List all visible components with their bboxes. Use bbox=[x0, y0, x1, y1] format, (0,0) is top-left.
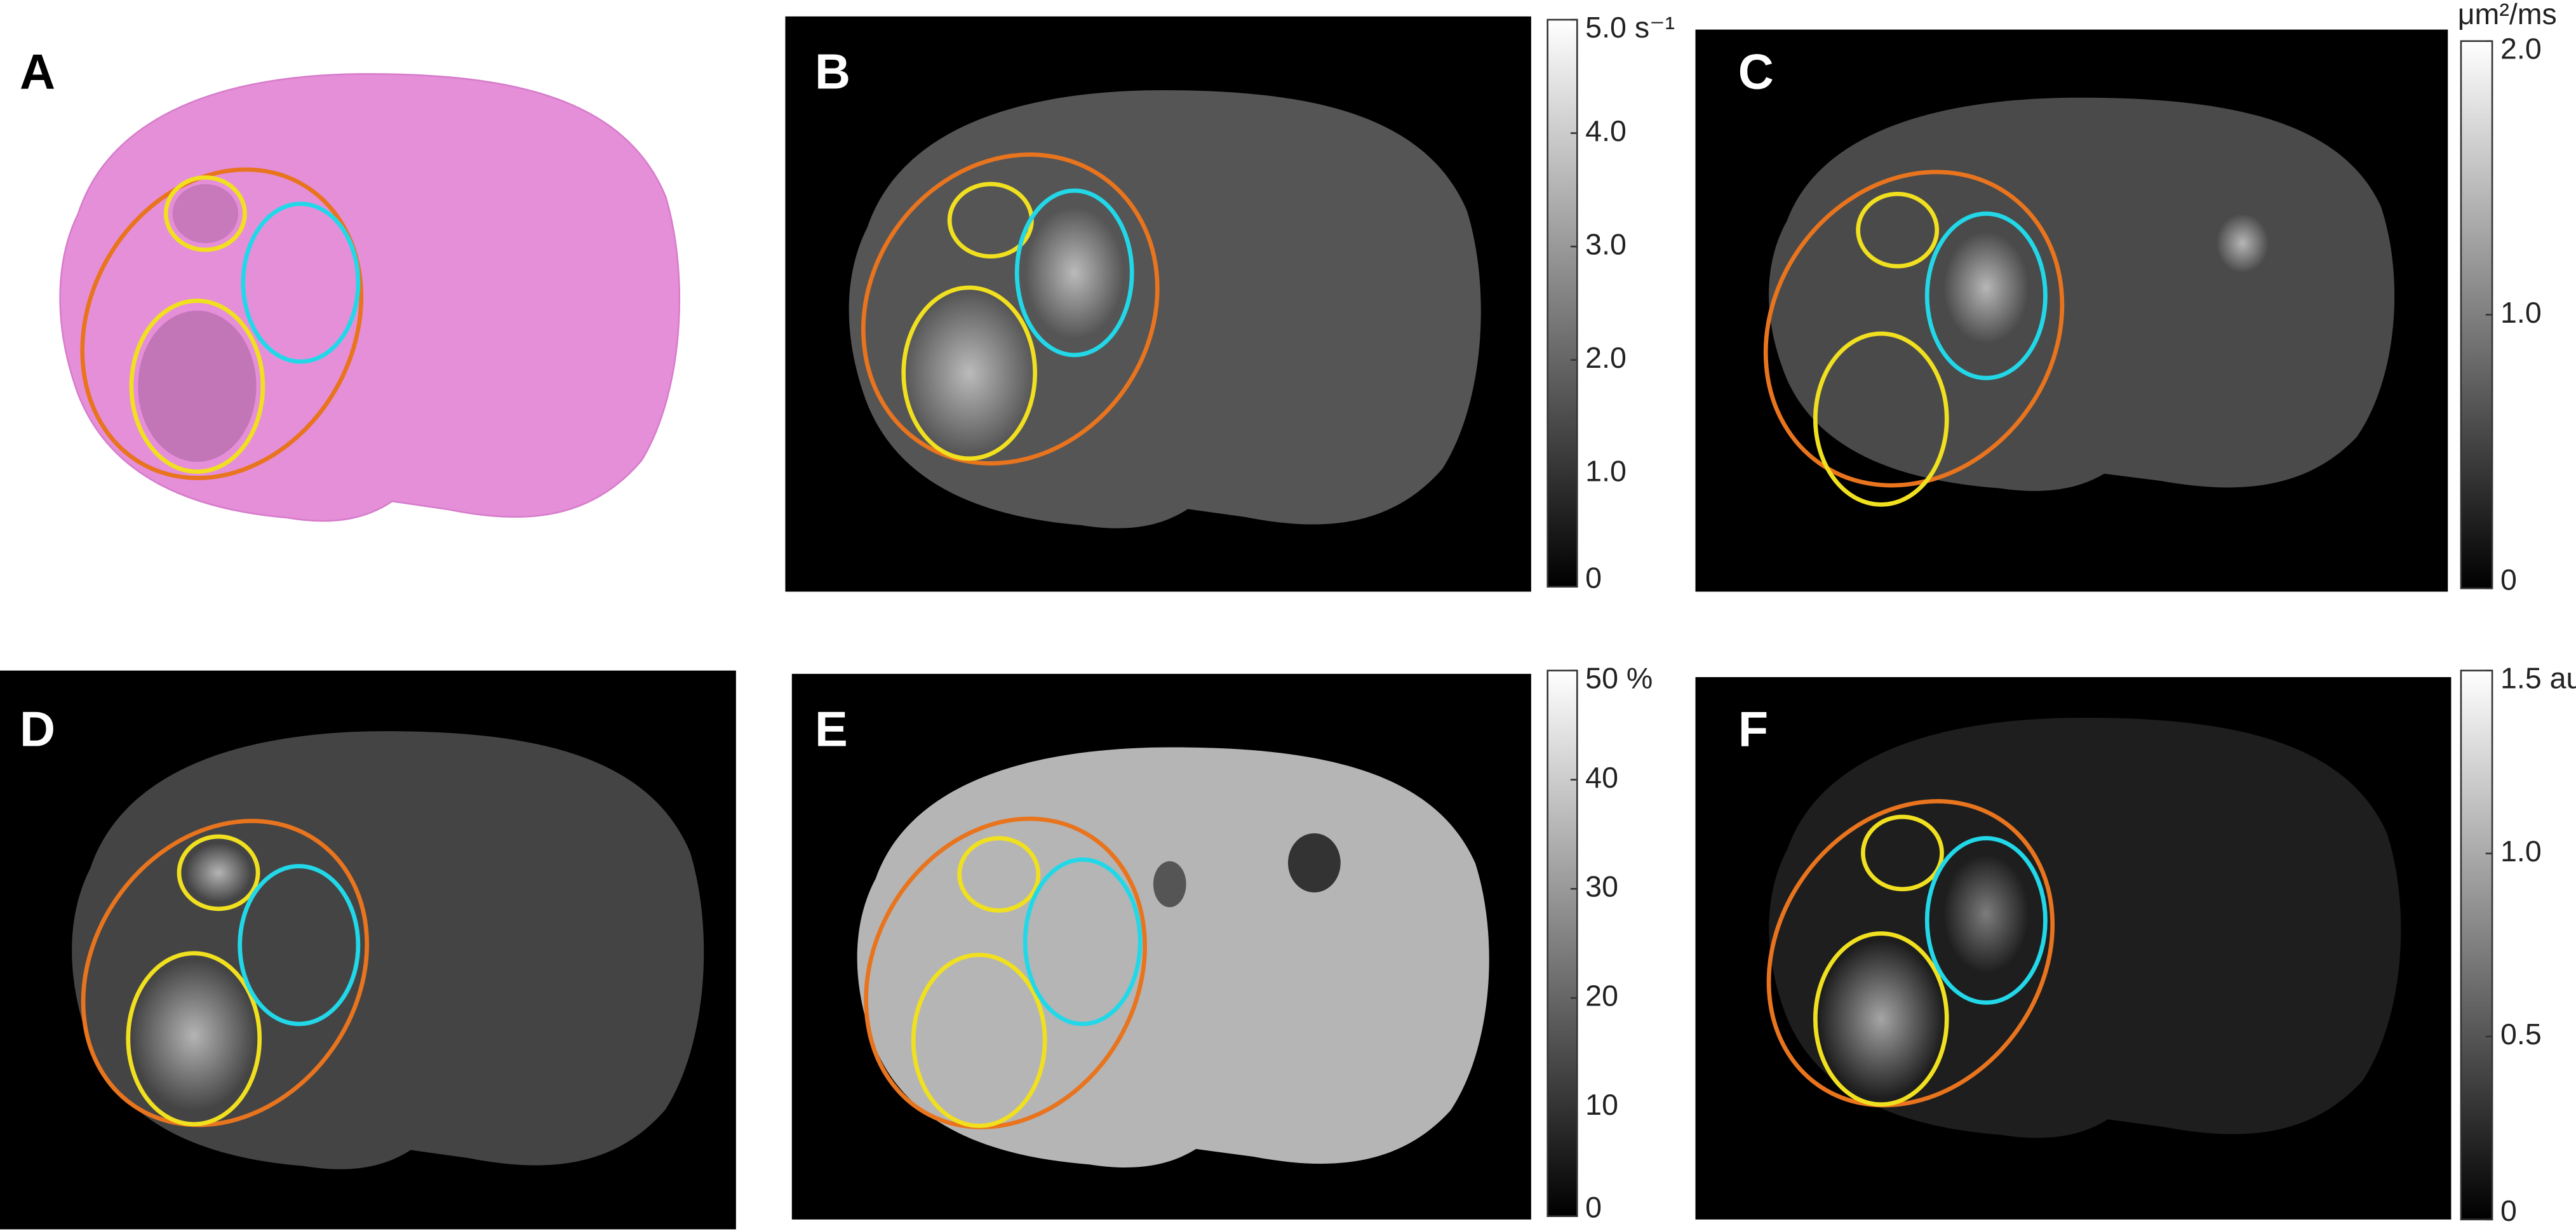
roi-ellipse bbox=[861, 152, 1160, 466]
panel-d: D bbox=[0, 670, 736, 1230]
roi-ellipse bbox=[1014, 188, 1134, 358]
intensity bbox=[1943, 854, 2029, 973]
panel-label: E bbox=[815, 702, 848, 757]
tumor-region bbox=[138, 311, 257, 462]
colorbar-tick-label: 3.0 bbox=[1585, 227, 1627, 260]
histology-image bbox=[59, 73, 681, 522]
brain-map bbox=[1769, 97, 2395, 491]
panel-f: F bbox=[1695, 677, 2452, 1220]
roi-ellipse bbox=[241, 201, 361, 364]
intensity bbox=[2216, 213, 2269, 273]
roi-ellipse bbox=[177, 834, 260, 911]
brain-map bbox=[857, 747, 1489, 1167]
intensity bbox=[1153, 861, 1186, 908]
panel-c: C μm²/ms bbox=[1695, 0, 2557, 592]
colorbar-tick-label: 1.0 bbox=[2500, 835, 2542, 868]
colorbar-tick-label: 0.5 bbox=[2500, 1018, 2542, 1051]
roi-ellipse bbox=[1924, 212, 2048, 380]
colorbar-tick-label: 30 bbox=[1585, 870, 1618, 903]
intensity bbox=[131, 960, 257, 1112]
colorbar-tick-label: 50 % bbox=[1585, 661, 1653, 694]
colorbar bbox=[1546, 18, 1578, 588]
roi-ellipse bbox=[1813, 931, 1949, 1107]
roi-ellipse bbox=[1924, 836, 2048, 1005]
roi-ellipse bbox=[864, 816, 1147, 1129]
roi-ellipse bbox=[1763, 170, 2065, 488]
colorbar-tick-label: 2.0 bbox=[2500, 32, 2542, 65]
intensity bbox=[903, 290, 1035, 455]
colorbar-tick-label: 20 bbox=[1585, 979, 1618, 1012]
colorbar-tick-label: 1.0 bbox=[2500, 296, 2542, 329]
tumor-region bbox=[172, 184, 239, 243]
roi-ellipse bbox=[238, 864, 361, 1026]
intensity bbox=[185, 843, 252, 903]
roi-ellipse bbox=[1766, 799, 2055, 1108]
roi-ellipse bbox=[80, 167, 364, 480]
colorbar-tick-label: 5.0 s⁻¹ bbox=[1585, 11, 1675, 44]
colorbar-tick-label: 40 bbox=[1585, 761, 1618, 794]
roi-ellipse bbox=[129, 299, 265, 474]
colorbar bbox=[1546, 669, 1578, 1218]
colorbar-tick-label: 1.0 bbox=[1585, 454, 1627, 487]
roi-ellipse bbox=[957, 836, 1041, 913]
brain-map bbox=[72, 731, 704, 1169]
panel-e: E bbox=[791, 673, 1531, 1220]
colorbar-tick-label: 0 bbox=[1585, 1191, 1602, 1224]
colorbar-tick-label: 0 bbox=[2500, 563, 2517, 596]
intensity bbox=[1943, 231, 2029, 344]
roi-ellipse bbox=[901, 285, 1038, 461]
panel-label: C bbox=[1738, 45, 1774, 100]
panel-label: A bbox=[20, 45, 55, 100]
intensity bbox=[1818, 940, 1944, 1098]
colorbar-tick-label: 2.0 bbox=[1585, 341, 1627, 374]
roi-ellipse bbox=[81, 819, 370, 1127]
colorbar bbox=[2460, 669, 2493, 1221]
roi-ellipse bbox=[126, 951, 262, 1127]
colorbar-tick-label: 0 bbox=[1585, 562, 1602, 595]
roi-ellipse bbox=[1860, 814, 1944, 892]
colorbar-tick-label: 0 bbox=[2500, 1194, 2517, 1227]
panel-label: D bbox=[20, 702, 55, 757]
colorbar-tick-label: 1.5 au bbox=[2500, 661, 2576, 694]
panel-label: F bbox=[1738, 702, 1768, 757]
roi-ellipse bbox=[911, 952, 1047, 1128]
panel-label: B bbox=[815, 45, 850, 100]
roi-ellipse bbox=[1813, 331, 1949, 507]
roi-ellipse bbox=[163, 175, 247, 252]
colorbar-tick-label: 4.0 bbox=[1585, 114, 1627, 147]
panel-b: B bbox=[785, 16, 1531, 592]
roi-ellipse bbox=[1856, 191, 1940, 269]
intensity bbox=[1288, 833, 1341, 892]
panel-a: A bbox=[20, 45, 681, 522]
roi-ellipse bbox=[1023, 857, 1143, 1026]
colorbar-tick-label: 10 bbox=[1585, 1088, 1618, 1121]
intensity bbox=[1025, 207, 1124, 339]
colorbar-unit: μm²/ms bbox=[2458, 0, 2557, 30]
